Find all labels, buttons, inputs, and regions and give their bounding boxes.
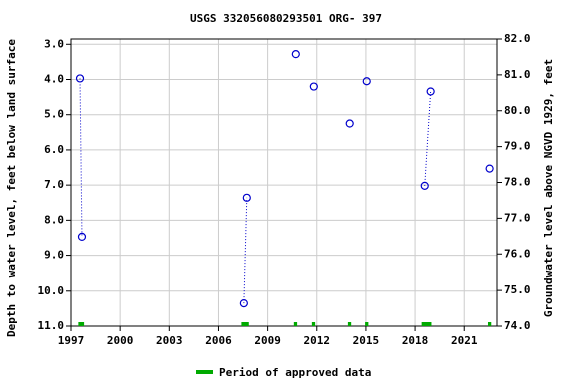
x-tick-label: 2015 bbox=[353, 334, 380, 347]
approved-period bbox=[311, 322, 316, 326]
x-tick-label: 2012 bbox=[304, 334, 331, 347]
y-axis-label: Depth to water level, feet below land su… bbox=[5, 39, 18, 337]
chart-title: USGS 332056080293501 ORG- 397 bbox=[190, 12, 382, 25]
connector-line bbox=[424, 91, 432, 186]
y2-tick-label: 77.0 bbox=[504, 211, 531, 224]
x-tick-label: 2000 bbox=[107, 334, 134, 347]
y-tick-label: 10.0 bbox=[38, 284, 65, 297]
y-tick-label: 11.0 bbox=[38, 319, 65, 332]
connector-line bbox=[79, 78, 83, 237]
data-point bbox=[77, 232, 87, 242]
y2-axis-label: Groundwater level above NGVD 1929, feet bbox=[542, 59, 555, 317]
data-point bbox=[239, 299, 248, 308]
x-tick-label: 2006 bbox=[205, 334, 232, 347]
x-tick-label: 2009 bbox=[254, 334, 281, 347]
y-tick-label: 4.0 bbox=[44, 72, 64, 85]
y-tick-label: 7.0 bbox=[44, 178, 64, 191]
data-point bbox=[426, 87, 435, 96]
y2-tick-label: 76.0 bbox=[504, 247, 531, 260]
data-point bbox=[420, 181, 429, 190]
approved-period bbox=[293, 322, 298, 326]
data-point bbox=[291, 50, 300, 59]
y2-tick-label: 82.0 bbox=[504, 32, 531, 45]
y-tick-label: 9.0 bbox=[44, 249, 64, 262]
legend-label: Period of approved data bbox=[219, 366, 371, 379]
approved-period bbox=[347, 322, 352, 326]
y2-tick-label: 81.0 bbox=[504, 68, 531, 81]
approved-period bbox=[241, 322, 249, 326]
x-tick-label: 2021 bbox=[451, 334, 478, 347]
y2-tick-label: 79.0 bbox=[504, 140, 531, 153]
y-tick-label: 8.0 bbox=[44, 213, 64, 226]
y-tick-label: 3.0 bbox=[44, 37, 64, 50]
approved-period bbox=[365, 322, 369, 326]
data-point bbox=[485, 164, 494, 173]
data-point bbox=[75, 74, 85, 83]
y2-tick-label: 80.0 bbox=[504, 104, 531, 117]
y-tick-label: 5.0 bbox=[44, 108, 64, 121]
y2-tick-label: 78.0 bbox=[504, 176, 531, 189]
x-tick-label: 2003 bbox=[156, 334, 183, 347]
approved-period bbox=[421, 322, 432, 326]
plot-frame bbox=[70, 38, 498, 327]
y2-tick-label: 74.0 bbox=[504, 319, 531, 332]
approved-period bbox=[78, 322, 85, 326]
data-point bbox=[309, 82, 318, 91]
data-point bbox=[242, 193, 251, 202]
y2-tick-label: 75.0 bbox=[504, 283, 531, 296]
x-tick-label: 2018 bbox=[402, 334, 429, 347]
data-point bbox=[362, 77, 371, 86]
y-tick-label: 6.0 bbox=[44, 143, 64, 156]
data-point bbox=[345, 119, 354, 128]
x-tick-label: 1997 bbox=[58, 334, 85, 347]
connector-line bbox=[243, 197, 248, 304]
approved-period bbox=[487, 322, 492, 326]
